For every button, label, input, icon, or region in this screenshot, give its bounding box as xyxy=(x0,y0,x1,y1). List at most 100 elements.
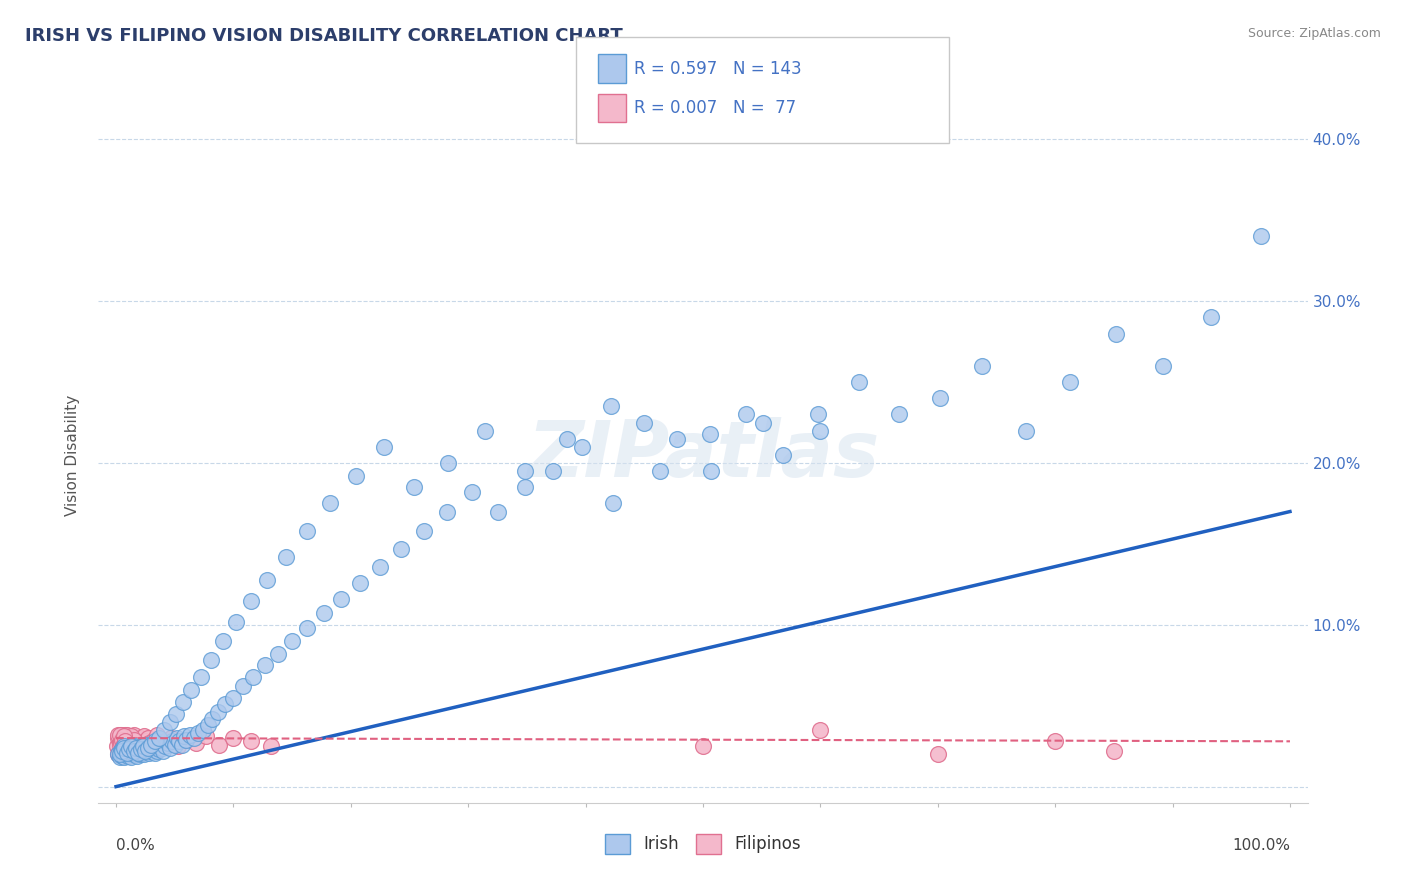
Point xyxy=(117,738,139,752)
Point xyxy=(808,424,831,438)
Point xyxy=(437,456,460,470)
Point xyxy=(112,739,135,754)
Point xyxy=(112,740,135,755)
Point xyxy=(120,742,142,756)
Point xyxy=(169,734,191,748)
Point xyxy=(700,464,723,478)
Text: Source: ZipAtlas.com: Source: ZipAtlas.com xyxy=(1247,27,1381,40)
Point xyxy=(1059,375,1081,389)
Point xyxy=(191,723,214,737)
Point xyxy=(208,738,231,752)
Point xyxy=(110,732,132,747)
Point xyxy=(112,740,135,755)
Point xyxy=(115,746,138,760)
Point xyxy=(115,744,138,758)
Point xyxy=(112,744,135,758)
Point xyxy=(124,738,146,752)
Point xyxy=(807,408,830,422)
Point xyxy=(461,485,484,500)
Point xyxy=(110,728,132,742)
Point xyxy=(127,738,149,752)
Point xyxy=(167,739,190,754)
Point xyxy=(153,723,176,737)
Point xyxy=(404,480,426,494)
Point xyxy=(699,426,721,441)
Point xyxy=(602,496,624,510)
Point xyxy=(752,416,775,430)
Point xyxy=(117,748,139,763)
Point xyxy=(190,670,212,684)
Point xyxy=(115,744,138,758)
Point xyxy=(141,738,163,752)
Point xyxy=(112,734,135,748)
Point xyxy=(108,744,131,758)
Point xyxy=(666,432,689,446)
Point xyxy=(114,728,136,742)
Point xyxy=(118,740,141,755)
Point xyxy=(513,464,536,478)
Point xyxy=(120,736,142,750)
Point xyxy=(486,504,509,518)
Legend: Irish, Filipinos: Irish, Filipinos xyxy=(599,827,807,861)
Point xyxy=(1152,359,1174,373)
Point xyxy=(117,740,139,755)
Point xyxy=(312,607,335,621)
Point xyxy=(149,738,172,752)
Point xyxy=(232,679,254,693)
Text: ZIPatlas: ZIPatlas xyxy=(527,417,879,493)
Point xyxy=(125,742,148,756)
Point xyxy=(112,739,135,754)
Point xyxy=(110,744,132,758)
Point xyxy=(150,740,173,755)
Point xyxy=(141,739,163,754)
Point xyxy=(127,732,149,747)
Text: 0.0%: 0.0% xyxy=(117,838,155,854)
Point xyxy=(125,742,148,756)
Point xyxy=(118,742,141,756)
Point xyxy=(368,559,391,574)
Point xyxy=(111,736,134,750)
Point xyxy=(115,740,138,755)
Point xyxy=(143,746,166,760)
Point xyxy=(474,424,496,438)
Point xyxy=(120,734,142,748)
Point xyxy=(108,728,131,742)
Point xyxy=(692,739,714,754)
Point xyxy=(172,696,194,710)
Point xyxy=(176,732,198,747)
Point xyxy=(297,524,319,538)
Point xyxy=(163,738,186,752)
Point xyxy=(513,480,536,494)
Point xyxy=(129,742,152,756)
Point xyxy=(179,728,201,742)
Point xyxy=(127,748,149,763)
Point xyxy=(111,742,134,756)
Point xyxy=(146,744,169,758)
Point xyxy=(222,690,245,705)
Point xyxy=(142,732,165,747)
Point xyxy=(555,432,578,446)
Point xyxy=(330,591,353,606)
Point xyxy=(114,747,136,762)
Point xyxy=(633,416,655,430)
Point xyxy=(139,742,162,756)
Point xyxy=(111,736,134,750)
Point xyxy=(112,746,135,760)
Point xyxy=(114,734,136,748)
Point xyxy=(131,746,153,760)
Point xyxy=(200,653,222,667)
Point xyxy=(122,739,145,754)
Point xyxy=(108,747,131,762)
Point xyxy=(132,739,155,754)
Point xyxy=(134,738,156,752)
Point xyxy=(136,731,159,745)
Point xyxy=(297,621,319,635)
Point xyxy=(772,448,794,462)
Point xyxy=(112,739,135,754)
Point xyxy=(122,747,145,762)
Point xyxy=(927,747,949,762)
Point xyxy=(129,731,152,745)
Point xyxy=(156,736,179,750)
Point xyxy=(132,744,155,758)
Point xyxy=(111,744,134,758)
